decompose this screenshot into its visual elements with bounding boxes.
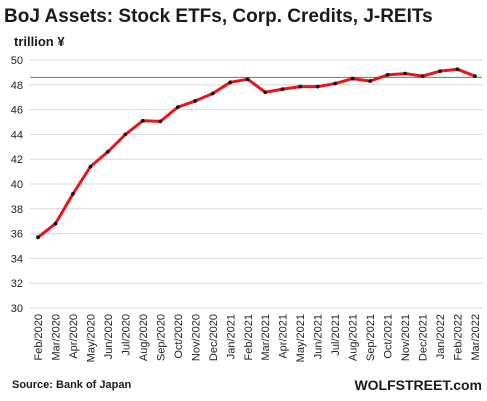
data-point (280, 87, 285, 92)
x-tick-label: Dec/2020 (208, 314, 220, 361)
y-axis-ticks: 30 32 34 36 38 40 42 44 46 48 50 (11, 55, 23, 315)
data-point (473, 74, 477, 79)
data-point (53, 221, 58, 226)
x-tick-label: Oct/2021 (383, 314, 395, 359)
chart-title: BoJ Assets: Stock ETFs, Corp. Credits, J… (4, 6, 433, 27)
data-point (71, 192, 75, 196)
y-tick-label: 32 (11, 278, 23, 290)
data-point (403, 71, 407, 76)
x-tick-label: Jul/2021 (330, 314, 342, 356)
x-tick-label: Aug/2020 (138, 314, 150, 361)
data-point (36, 235, 40, 240)
y-tick-label: 48 (11, 80, 23, 92)
x-tick-label: Mar/2021 (260, 314, 272, 360)
data-point (455, 67, 460, 72)
data-point (158, 119, 163, 124)
x-tick-label: Feb/2022 (453, 314, 465, 360)
unit-label: trillion ¥ (14, 34, 65, 49)
x-tick-label: Aug/2021 (348, 314, 360, 361)
data-point (350, 76, 355, 81)
x-tick-label: May/2020 (85, 314, 97, 362)
gridlines (30, 59, 482, 309)
x-tick-label: Feb/2021 (243, 314, 255, 360)
data-point (420, 74, 425, 79)
data-point (438, 69, 442, 74)
source-label: Source: Bank of Japan (12, 379, 131, 391)
x-tick-label: Sep/2020 (155, 314, 167, 361)
x-tick-label: Jun/2020 (103, 314, 115, 359)
y-tick-label: 42 (11, 154, 23, 166)
data-point (88, 164, 93, 169)
x-tick-label: Mar/2020 (50, 314, 62, 360)
y-tick-label: 34 (11, 253, 23, 265)
data-point (210, 91, 215, 96)
x-tick-label: Nov/2021 (400, 314, 412, 361)
x-tick-label: Jul/2020 (120, 314, 132, 356)
y-tick-label: 36 (11, 229, 23, 241)
data-point (228, 80, 233, 85)
data-point (298, 84, 303, 89)
data-point (333, 81, 338, 86)
x-axis-ticks: Feb/2020 Mar/2020 Apr/2020 May/2020 Jun/2020… (33, 314, 482, 362)
data-point (140, 118, 145, 123)
data-points (36, 67, 477, 240)
brand-watermark: WOLFSTREET.com (354, 377, 482, 393)
series-line (36, 67, 477, 239)
x-tick-label: Oct/2020 (173, 314, 185, 359)
data-point (193, 99, 198, 103)
y-tick-label: 40 (11, 179, 23, 191)
data-point (106, 149, 110, 154)
x-tick-label: Apr/2020 (68, 314, 80, 359)
y-tick-label: 38 (11, 204, 23, 216)
data-point (368, 79, 373, 83)
y-tick-label: 30 (11, 303, 23, 315)
x-tick-label: Mar/2022 (470, 314, 482, 360)
data-point (385, 72, 390, 77)
data-point (263, 90, 268, 95)
data-point (175, 105, 180, 110)
x-tick-label: Jan/2021 (225, 314, 237, 359)
data-point (315, 84, 320, 89)
x-tick-label: Feb/2020 (33, 314, 45, 360)
x-tick-label: Jun/2021 (313, 314, 325, 359)
y-tick-label: 46 (11, 105, 23, 117)
y-tick-label: 44 (11, 129, 23, 141)
x-tick-label: Sep/2021 (365, 314, 377, 361)
data-point (245, 77, 250, 82)
x-tick-label: May/2021 (295, 314, 307, 362)
data-point (123, 132, 128, 137)
x-tick-label: Nov/2020 (190, 314, 202, 361)
x-tick-label: Jan/2022 (435, 314, 447, 359)
y-tick-label: 50 (11, 55, 23, 67)
x-tick-label: Apr/2021 (278, 314, 290, 359)
x-tick-label: Dec/2021 (418, 314, 430, 361)
